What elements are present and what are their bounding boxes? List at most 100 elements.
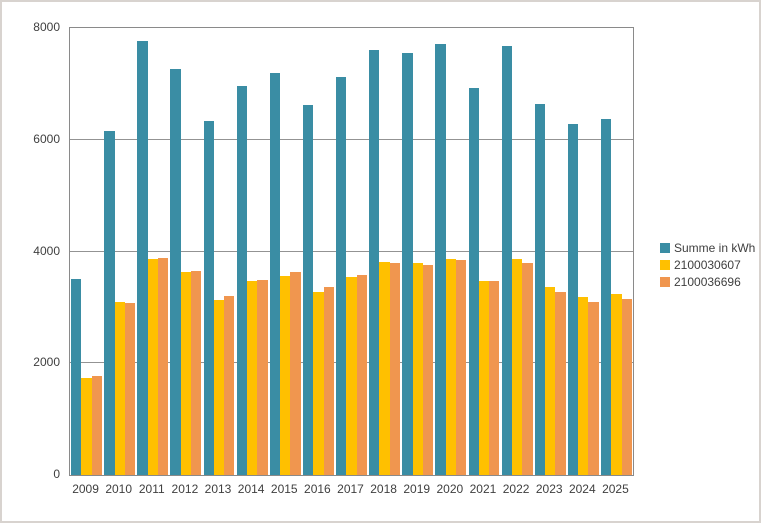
bar bbox=[511, 258, 523, 475]
x-axis-tick-label: 2018 bbox=[370, 482, 397, 496]
bar bbox=[290, 272, 301, 475]
y-axis-tick-label: 6000 bbox=[33, 131, 60, 146]
bar bbox=[534, 104, 546, 475]
y-axis-tick-label: 4000 bbox=[33, 243, 60, 258]
x-axis-tick-label: 2019 bbox=[403, 482, 431, 496]
bar bbox=[588, 302, 599, 475]
x-axis-tick-label: 2024 bbox=[568, 482, 596, 496]
bar-group-2025 bbox=[600, 28, 633, 475]
legend: Summe in kWh 2100030607 2100036696 bbox=[660, 239, 755, 290]
gridline bbox=[70, 250, 633, 252]
bar bbox=[402, 53, 413, 475]
bar-group-2021 bbox=[467, 28, 500, 475]
bar bbox=[445, 259, 456, 475]
x-axis-tick-label: 2017 bbox=[337, 482, 364, 496]
bar bbox=[522, 262, 533, 475]
bar bbox=[224, 296, 235, 475]
bar bbox=[114, 302, 125, 475]
x-axis-tick-label: 2023 bbox=[535, 482, 563, 496]
bar bbox=[567, 124, 579, 475]
bar-group-2024 bbox=[567, 28, 600, 475]
bar bbox=[422, 264, 434, 475]
x-axis-tick-label: 2013 bbox=[204, 482, 232, 496]
bar bbox=[611, 294, 622, 475]
bar bbox=[389, 263, 401, 475]
bar-group-2012 bbox=[169, 28, 202, 475]
bar-group-2013 bbox=[202, 28, 235, 475]
bar bbox=[157, 257, 169, 475]
x-axis-tick-label: 2015 bbox=[270, 482, 298, 496]
bar bbox=[468, 87, 479, 475]
y-axis-tick-label: 8000 bbox=[33, 20, 60, 34]
bar bbox=[555, 291, 566, 475]
legend-label-summe: Summe in kWh bbox=[674, 240, 756, 255]
bar bbox=[489, 281, 500, 475]
x-axis-tick-label: 2010 bbox=[105, 482, 133, 496]
bar-group-2020 bbox=[434, 28, 467, 475]
bar bbox=[124, 303, 136, 475]
legend-swatch-summe-icon bbox=[660, 242, 670, 253]
bar bbox=[369, 50, 380, 475]
legend-item-meter-1: 2100030607 bbox=[660, 256, 755, 273]
legend-item-meter-2: 2100036696 bbox=[660, 273, 755, 290]
bar bbox=[435, 44, 446, 475]
x-axis-tick-label: 2021 bbox=[469, 482, 497, 496]
bar bbox=[213, 300, 225, 475]
legend-item-summe: Summe in kWh bbox=[660, 239, 755, 256]
legend-label-meter-2: 2100036696 bbox=[674, 274, 741, 289]
x-axis-tick-label: 2012 bbox=[171, 482, 199, 496]
bar bbox=[71, 278, 82, 475]
bar-group-2010 bbox=[103, 28, 136, 475]
bar bbox=[346, 277, 357, 475]
legend-swatch-meter-2-icon bbox=[660, 276, 670, 287]
bar-group-2009 bbox=[70, 28, 103, 475]
bar bbox=[170, 68, 181, 475]
bar bbox=[356, 274, 367, 475]
bar-group-2017 bbox=[335, 28, 368, 475]
bar bbox=[412, 263, 423, 475]
bar-group-2018 bbox=[368, 28, 401, 475]
legend-label-meter-1: 2100030607 bbox=[674, 257, 741, 272]
y-axis-tick-label: 0 bbox=[53, 467, 60, 481]
bar bbox=[323, 287, 334, 475]
bar bbox=[280, 276, 291, 475]
bar-group-2015 bbox=[269, 28, 302, 475]
bar bbox=[180, 272, 192, 475]
bar bbox=[269, 73, 281, 475]
bar-group-2016 bbox=[302, 28, 335, 475]
bar bbox=[236, 86, 247, 475]
bar bbox=[379, 262, 390, 475]
x-axis-tick-label: 2016 bbox=[304, 482, 331, 496]
bar bbox=[191, 271, 202, 475]
bar bbox=[137, 41, 148, 475]
bar bbox=[81, 377, 92, 475]
bar bbox=[478, 281, 490, 475]
bar bbox=[545, 287, 556, 475]
bar-group-2019 bbox=[401, 28, 434, 475]
x-axis-tick-label: 2014 bbox=[237, 482, 265, 496]
bar bbox=[203, 121, 214, 475]
bar bbox=[501, 46, 512, 475]
x-axis-tick-label: 2020 bbox=[436, 482, 464, 496]
bar-group-2022 bbox=[501, 28, 534, 475]
bar bbox=[313, 292, 324, 475]
bar bbox=[147, 258, 158, 475]
plot-area bbox=[69, 27, 634, 476]
bar bbox=[578, 297, 589, 475]
bar-group-2023 bbox=[534, 28, 567, 475]
bar bbox=[621, 299, 632, 475]
x-axis-tick-label: 2011 bbox=[138, 482, 165, 496]
bar bbox=[91, 375, 102, 475]
x-axis-tick-label: 2009 bbox=[72, 482, 99, 496]
x-axis-tick-label: 2025 bbox=[602, 482, 629, 496]
bar bbox=[246, 281, 258, 475]
legend-swatch-meter-1-icon bbox=[660, 259, 670, 270]
gridline bbox=[70, 138, 633, 140]
bar bbox=[455, 259, 467, 475]
bar bbox=[104, 130, 115, 475]
bar bbox=[257, 280, 268, 475]
bar-group-2014 bbox=[236, 28, 269, 475]
y-axis-tick-label: 2000 bbox=[33, 355, 60, 370]
bar bbox=[302, 104, 314, 475]
